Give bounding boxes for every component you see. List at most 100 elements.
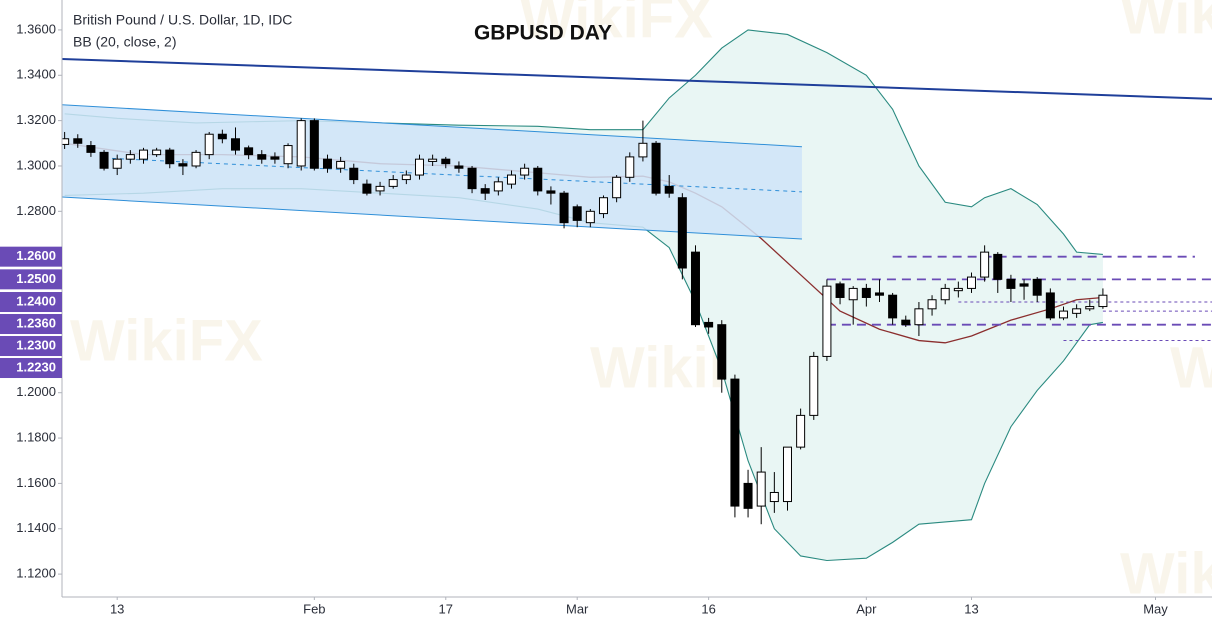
axes: 1.3600 1.3400 1.3200 1.3000 1.2800 1.2000 1.18…: [0, 21, 1168, 616]
x-tick-label: May: [1143, 601, 1168, 616]
candle-body: [769, 491, 779, 503]
candle-body: [1019, 283, 1029, 287]
candle-body: [86, 145, 96, 153]
level-label-box: [0, 336, 62, 357]
x-tick-label: 13: [110, 601, 124, 616]
candle-body: [1098, 294, 1108, 308]
level-label-box: [0, 314, 62, 335]
candle-body: [822, 285, 832, 357]
x-tick-label: 17: [439, 601, 453, 616]
candle-body: [138, 149, 148, 160]
x-tick-label: 13: [964, 601, 978, 616]
y-tick-label: 1.1400: [16, 520, 56, 535]
candle-body: [559, 192, 569, 224]
level-label-box: [0, 246, 62, 267]
y-tick-label: 1.3200: [16, 112, 56, 127]
candle-body: [230, 138, 240, 151]
candle-body: [1058, 310, 1068, 319]
candle-body: [217, 133, 227, 140]
plot-area: WikiFXWikiFXWikiFXWikiFXWikiFXWikiFX: [62, 0, 1212, 606]
candle-body: [993, 253, 1003, 280]
candle-body: [572, 206, 582, 221]
x-tick-label: Mar: [566, 601, 589, 616]
candle-body: [178, 163, 188, 167]
candle-body: [809, 355, 819, 416]
watermark: WikiFX: [1120, 541, 1212, 606]
candle-body: [349, 167, 359, 181]
candle-body: [782, 446, 792, 503]
candle-body: [1006, 278, 1016, 289]
candle-body: [717, 324, 727, 380]
y-tick-label: 1.3600: [16, 21, 56, 36]
candle-body: [874, 292, 884, 296]
candle-body: [1085, 306, 1095, 310]
level-label: 1.2600: [16, 248, 56, 263]
candle-body: [520, 167, 530, 176]
y-tick-label: 1.1600: [16, 475, 56, 490]
x-tick-label: Apr: [856, 601, 877, 616]
candle-body: [756, 471, 766, 507]
candle-body: [901, 319, 911, 326]
candle-body: [336, 160, 346, 169]
channel-upper: [62, 104, 802, 148]
candle-body: [283, 145, 293, 165]
candle-body: [861, 287, 871, 298]
y-tick-label: 1.1200: [16, 566, 56, 581]
level-label-box: [0, 292, 62, 313]
candle-body: [454, 165, 464, 169]
candle-body: [888, 294, 898, 319]
candle-body: [598, 197, 608, 215]
level-label: 1.2360: [16, 315, 56, 330]
candle-body: [270, 156, 280, 160]
candle-body: [953, 287, 963, 292]
candle-body: [914, 308, 924, 326]
candle-body: [743, 482, 753, 509]
candle-body: [638, 142, 648, 158]
level-label: 1.2230: [16, 359, 56, 374]
candle-body: [309, 120, 319, 169]
watermark: WikiFX: [520, 0, 713, 50]
x-tick-label: 16: [701, 601, 715, 616]
candle-body: [362, 183, 372, 194]
candle-body: [112, 158, 122, 169]
candle-body: [533, 167, 543, 192]
candle-body: [835, 283, 845, 298]
candle-body: [506, 174, 516, 185]
candle-body: [99, 151, 109, 169]
candle-body: [401, 174, 411, 181]
candle-body: [191, 151, 201, 167]
y-tick-label: 1.1800: [16, 429, 56, 444]
candle-body: [244, 147, 254, 156]
candle-body: [204, 133, 214, 156]
candle-body: [730, 378, 740, 507]
legend-symbol: British Pound / U.S. Dollar, 1D, IDC: [73, 12, 292, 28]
y-tick-label: 1.3400: [16, 67, 56, 82]
candle-body: [704, 321, 714, 328]
candle-body: [152, 149, 162, 156]
candle-body: [467, 167, 477, 190]
candle-body: [625, 156, 635, 178]
chart-title: GBPUSD DAY: [474, 22, 612, 45]
candle-body: [493, 181, 503, 192]
candle-body: [848, 287, 858, 301]
candle-body: [940, 287, 950, 301]
level-label-box: [0, 269, 62, 290]
candle-body: [414, 158, 424, 176]
y-tick-label: 1.2000: [16, 384, 56, 399]
candle-body: [62, 138, 70, 145]
level-label: 1.2300: [16, 337, 56, 352]
candle-body: [73, 138, 83, 144]
watermark: WikiFX: [1170, 335, 1212, 400]
candle-body: [1072, 308, 1082, 314]
candle-body: [296, 120, 306, 167]
candle-body: [927, 299, 937, 310]
candle-body: [257, 154, 267, 160]
channel-fill: [62, 104, 802, 239]
candle-body: [690, 251, 700, 326]
legend-indicator: BB (20, close, 2): [73, 34, 177, 50]
level-label: 1.2500: [16, 271, 56, 286]
candle-body: [428, 158, 438, 162]
candle-body: [375, 185, 385, 192]
candle-body: [651, 142, 661, 194]
candle-body: [388, 179, 398, 187]
